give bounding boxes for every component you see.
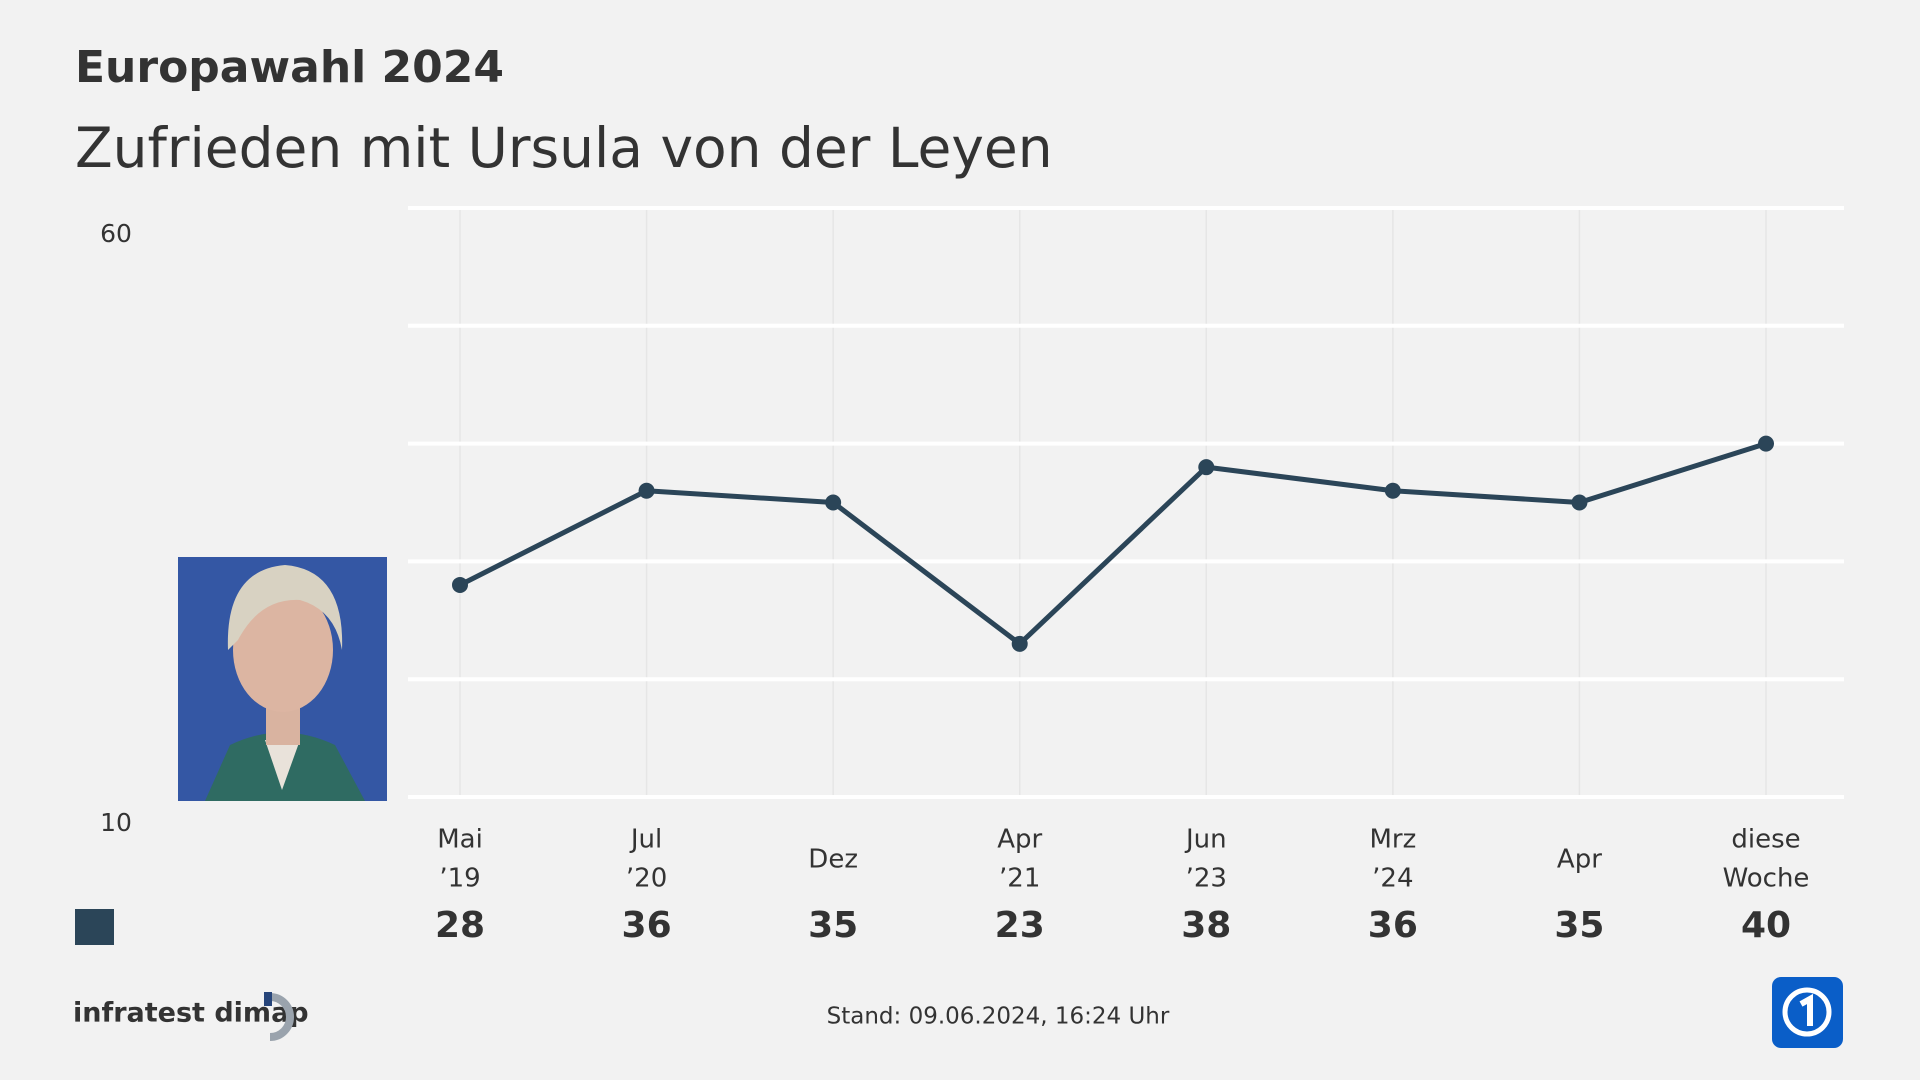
value-label: 40 — [1741, 905, 1791, 946]
y-tick-label: 10 — [100, 808, 132, 837]
x-tick-label: ’24 — [1372, 864, 1413, 894]
x-tick-label: Dez — [808, 845, 858, 875]
value-label: 35 — [808, 905, 858, 946]
source-logo — [264, 992, 294, 1041]
value-label: 35 — [1554, 905, 1604, 946]
point — [1198, 459, 1215, 476]
x-tick-label: Mai — [437, 825, 483, 855]
value-label: 36 — [1368, 905, 1418, 946]
x-tick-label: Apr — [997, 825, 1042, 855]
x-tick-label: ’20 — [626, 864, 667, 894]
point — [1571, 494, 1588, 511]
value-label: 23 — [995, 905, 1045, 946]
portrait — [178, 557, 387, 801]
point — [452, 576, 468, 593]
x-tick-label: Mrz — [1369, 825, 1416, 855]
x-tick-label: Woche — [1723, 864, 1810, 894]
x-tick-label: ’19 — [439, 864, 480, 894]
broadcaster-logo — [1772, 977, 1843, 1048]
line — [458, 441, 1767, 647]
point — [825, 494, 842, 511]
point — [638, 482, 655, 499]
point — [1758, 435, 1774, 452]
legend-swatch — [75, 909, 114, 945]
point — [1011, 635, 1028, 652]
x-tick-label: diese — [1731, 825, 1800, 855]
value-label: 36 — [622, 905, 672, 946]
source-label: infratest dimap — [73, 998, 309, 1029]
point — [1384, 482, 1401, 499]
x-tick-label: Jun — [1184, 825, 1227, 855]
y-tick-label: 60 — [100, 219, 132, 248]
chart-subtitle: Zufrieden mit Ursula von der Leyen — [75, 116, 1053, 180]
x-tick-label: ’23 — [1186, 864, 1227, 894]
x-tick-label: Jul — [629, 825, 662, 855]
value-label: 28 — [435, 905, 485, 946]
x-tick-label: Apr — [1557, 845, 1602, 875]
value-label: 38 — [1181, 905, 1231, 946]
chart-title: Europawahl 2024 — [75, 42, 504, 93]
footnote: Stand: 09.06.2024, 16:24 Uhr — [827, 1004, 1170, 1030]
x-tick-label: ’21 — [999, 864, 1040, 894]
